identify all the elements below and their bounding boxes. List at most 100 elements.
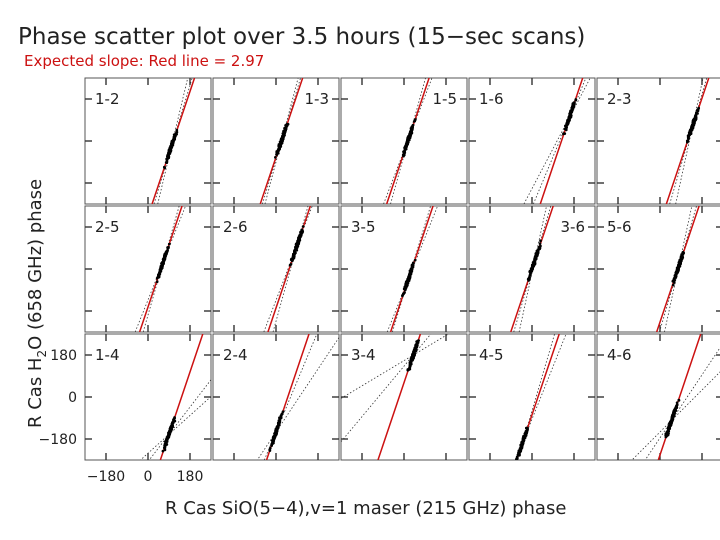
data-point	[516, 459, 519, 460]
data-point	[527, 276, 531, 279]
panel-plot-area	[140, 334, 211, 460]
fit-line-1	[341, 334, 449, 399]
data-point	[411, 355, 415, 359]
data-point	[401, 294, 404, 298]
data-point	[563, 132, 567, 136]
data-point	[565, 123, 569, 126]
panel-3-5: 3-5	[340, 205, 468, 333]
fit-line-2	[675, 78, 704, 204]
data-point	[671, 415, 674, 419]
data-point	[297, 240, 301, 243]
data-point	[165, 437, 168, 441]
data-point	[406, 138, 410, 142]
data-point	[538, 242, 542, 245]
data-point	[406, 279, 410, 283]
fit-line-1	[257, 337, 339, 460]
data-point	[160, 265, 163, 269]
data-point	[676, 269, 680, 273]
data-point	[273, 436, 276, 440]
data-point	[175, 128, 179, 132]
data-point	[167, 242, 171, 246]
data-point	[520, 443, 524, 447]
data-point	[291, 258, 294, 262]
data-point	[674, 407, 677, 411]
y-axis-label-prefix: R Cas H	[25, 358, 46, 428]
data-point	[166, 155, 169, 159]
data-point	[409, 129, 412, 133]
panel-plot-area	[383, 78, 433, 204]
data-point	[277, 420, 281, 424]
panel-plot-area	[510, 206, 554, 332]
panel-label-1-4: 1-4	[95, 346, 120, 364]
data-point	[270, 443, 274, 447]
data-point	[571, 107, 575, 110]
data-point	[568, 112, 572, 115]
data-point	[696, 108, 700, 112]
panel-label-5-6: 5-6	[607, 218, 632, 236]
panel-plot-area	[631, 334, 720, 460]
data-point	[167, 245, 170, 249]
data-point	[283, 126, 286, 130]
data-point	[517, 453, 521, 456]
data-point	[671, 283, 675, 287]
fit-line-2	[392, 206, 431, 332]
data-point	[291, 256, 295, 260]
data-point	[279, 141, 282, 145]
data-point	[408, 366, 411, 370]
data-point	[273, 432, 277, 435]
data-point	[276, 424, 280, 428]
panel-1-4: 1-4	[84, 333, 212, 461]
panel-label-1-3: 1-3	[305, 90, 330, 108]
data-point	[675, 403, 679, 407]
panel-label-3-6: 3-6	[561, 218, 586, 236]
data-point	[155, 276, 159, 280]
panel-plot-area	[515, 334, 567, 460]
data-point	[408, 361, 412, 364]
data-point	[158, 270, 162, 273]
data-point	[686, 139, 690, 143]
panel-2-3: 2-3	[596, 77, 720, 205]
panel-1-3: 1-3	[212, 77, 340, 205]
fit-line-1	[523, 78, 591, 204]
panel-label-2-3: 2-3	[607, 90, 632, 108]
data-point	[163, 257, 166, 261]
x-tick-label: 0	[144, 469, 153, 485]
data-point	[406, 143, 409, 146]
fit-line-2	[264, 78, 299, 204]
panel-label-4-6: 4-6	[607, 346, 632, 364]
expected-slope-line	[267, 206, 312, 332]
data-point	[292, 252, 295, 256]
panel-2-4: 2-4	[212, 333, 340, 461]
data-point	[567, 119, 571, 123]
panel-grid: 1-2 1-3 1-5 1-6 2-3 2-5 2-6 3-5 3-6 5-6 1-4 2-4 3-4 4…	[39, 77, 720, 485]
data-point	[694, 116, 697, 120]
data-point	[523, 436, 527, 440]
y-tick-label: −180	[39, 432, 77, 448]
panel-label-2-4: 2-4	[223, 346, 248, 364]
data-point	[164, 252, 167, 256]
data-point	[402, 292, 405, 295]
data-point	[173, 135, 176, 139]
fit-line-1	[659, 206, 697, 332]
data-point	[295, 246, 299, 249]
data-point	[414, 346, 418, 350]
panel-5-6: 5-6	[596, 205, 720, 333]
data-point	[268, 449, 272, 452]
expected-slope-line	[539, 78, 584, 204]
fit-line-1	[263, 206, 313, 332]
y-tick-label: 180	[50, 348, 77, 364]
panel-label-1-2: 1-2	[95, 90, 120, 108]
data-point	[539, 239, 542, 243]
data-point	[530, 266, 534, 270]
data-point	[161, 449, 165, 453]
data-point	[518, 447, 522, 451]
data-point	[691, 126, 694, 129]
data-point	[529, 273, 532, 277]
data-point	[672, 413, 676, 417]
data-point	[672, 279, 675, 283]
data-point	[689, 128, 693, 132]
data-point	[574, 98, 578, 102]
data-point	[403, 285, 407, 288]
data-point	[278, 147, 281, 151]
